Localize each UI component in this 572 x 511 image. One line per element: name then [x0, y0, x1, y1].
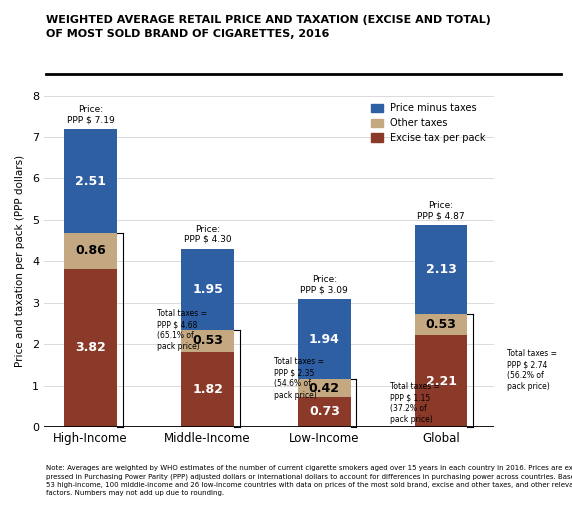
Text: 0.73: 0.73: [309, 405, 340, 419]
Bar: [181, 330, 234, 352]
Bar: [415, 225, 467, 314]
Text: Price:
PPP $ 4.30: Price: PPP $ 4.30: [184, 224, 231, 244]
Text: Price:
PPP $ 3.09: Price: PPP $ 3.09: [300, 275, 348, 294]
Text: 2.13: 2.13: [426, 263, 456, 276]
Bar: [298, 299, 351, 379]
Text: 3.82: 3.82: [76, 341, 106, 355]
Text: 1.94: 1.94: [309, 333, 340, 346]
Text: 0.86: 0.86: [76, 244, 106, 258]
Bar: [181, 249, 234, 330]
Bar: [65, 129, 117, 233]
Text: 0.53: 0.53: [192, 334, 223, 347]
Text: 2.21: 2.21: [426, 375, 456, 388]
Bar: [65, 233, 117, 269]
Bar: [415, 314, 467, 336]
Bar: [181, 352, 234, 427]
Text: WEIGHTED AVERAGE RETAIL PRICE AND TAXATION (EXCISE AND TOTAL)
OF MOST SOLD BRAND: WEIGHTED AVERAGE RETAIL PRICE AND TAXATI…: [46, 15, 491, 38]
Text: 0.42: 0.42: [309, 382, 340, 394]
Bar: [65, 269, 117, 427]
Text: Price:
PPP $ 7.19: Price: PPP $ 7.19: [67, 105, 114, 124]
Bar: [415, 336, 467, 427]
Bar: [298, 379, 351, 397]
Text: 2.51: 2.51: [75, 175, 106, 188]
Text: Note: Averages are weighted by WHO estimates of the number of current cigarette : Note: Averages are weighted by WHO estim…: [46, 465, 572, 496]
Text: Total taxes =
PPP $ 1.15
(37.2% of
pack price): Total taxes = PPP $ 1.15 (37.2% of pack …: [390, 382, 440, 424]
Text: Total taxes =
PPP $ 2.74
(56.2% of
pack price): Total taxes = PPP $ 2.74 (56.2% of pack …: [507, 349, 557, 391]
Legend: Price minus taxes, Other taxes, Excise tax per pack: Price minus taxes, Other taxes, Excise t…: [368, 101, 489, 146]
Text: Total taxes =
PPP $ 4.68
(65.1% of
pack price): Total taxes = PPP $ 4.68 (65.1% of pack …: [157, 309, 206, 351]
Text: 1.95: 1.95: [192, 283, 223, 296]
Text: 1.82: 1.82: [192, 383, 223, 396]
Text: Price:
PPP $ 4.87: Price: PPP $ 4.87: [418, 201, 465, 220]
Text: 0.53: 0.53: [426, 318, 456, 331]
Bar: [298, 397, 351, 427]
Y-axis label: Price and taxation per pack (PPP dollars): Price and taxation per pack (PPP dollars…: [15, 155, 25, 367]
Text: Total taxes =
PPP $ 2.35
(54.6% of
pack price): Total taxes = PPP $ 2.35 (54.6% of pack …: [273, 357, 324, 400]
